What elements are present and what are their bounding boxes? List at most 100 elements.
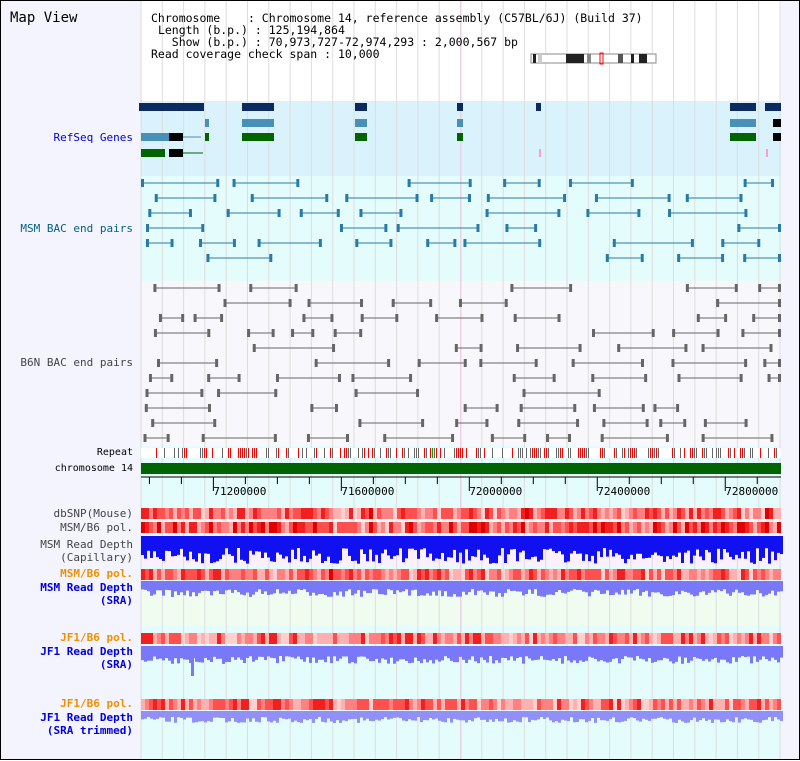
msm-cap-depth-bar (399, 536, 402, 549)
jf1-trim-depth-bar (264, 711, 267, 718)
jf1-trim-depth-bar (384, 711, 387, 718)
jf1-sra-depth-bar (282, 646, 285, 662)
msm-cap-depth-bar (762, 536, 765, 558)
msm-cap-depth-bar (402, 536, 405, 563)
dbsnp-cell (745, 508, 749, 519)
jf1-pol-cell (341, 633, 345, 644)
b6n-bac-pair-end (778, 314, 781, 322)
msm-pol2-cell (605, 569, 609, 580)
jf1-trim-depth-bar (744, 711, 747, 719)
msm-pol2-cell (737, 569, 741, 580)
msm-bac-pair-end (232, 239, 236, 247)
b6n-bac-pair-end (744, 359, 748, 367)
jf1-pol-cell (425, 633, 429, 644)
jf1-pol2-cell (445, 699, 449, 710)
msm-cap-depth-bar (522, 536, 525, 551)
jf1-trim-depth-bar (465, 711, 468, 723)
repeat-mark (324, 448, 325, 458)
msm-pol-cell (693, 522, 697, 533)
msm-bac-pair-end (277, 209, 281, 217)
jf1-pol2-cell (449, 699, 453, 710)
dbsnp-cell (677, 508, 681, 519)
msm-sra-depth-bar (591, 581, 594, 592)
jf1-sra-depth-bar (267, 646, 270, 657)
msm-pol2-cell (413, 569, 417, 580)
msm-cap-depth-bar (468, 536, 471, 561)
repeat-mark (386, 448, 387, 458)
msm-pol-cell (301, 522, 305, 533)
repeat-mark (604, 448, 605, 458)
jf1-sra-depth-bar (426, 646, 429, 663)
jf1-trim-depth-bar (726, 711, 729, 720)
jf1-pol-cell (325, 633, 329, 644)
msm-pol2-cell (625, 569, 629, 580)
msm-cap-depth-bar (564, 536, 567, 563)
b6n-bac-pair-end (249, 284, 253, 292)
jf1-pol2-cell (549, 699, 553, 710)
msm-sra-depth-bar (345, 581, 348, 592)
jf1-pol-cell (281, 633, 285, 644)
msm-sra-depth-bar (642, 581, 645, 593)
repeat-mark (580, 448, 581, 458)
msm-pol2-cell (321, 569, 325, 580)
jf1-pol-cell (265, 633, 269, 644)
jf1-sra-depth-bar (612, 646, 615, 659)
b6n-bac-pair-end (275, 374, 279, 382)
jf1-trim-depth-bar (495, 711, 498, 719)
jf1-pol2-cell (577, 699, 581, 710)
dbsnp-cell (337, 508, 341, 519)
msm-sra-depth-bar (312, 581, 315, 593)
jf1-trim-depth-bar (186, 711, 189, 718)
track-label-refseq[interactable]: RefSeq Genes (53, 131, 133, 144)
msm-pol2-cell (281, 569, 285, 580)
msm-cap-depth-bar (603, 536, 606, 549)
jf1-trim-depth-bar (564, 711, 567, 721)
msm-cap-depth-bar (414, 536, 417, 551)
repeat-mark (202, 448, 203, 458)
msm-pol2-cell (289, 569, 293, 580)
jf1-trim-depth-bar (753, 711, 756, 722)
jf1-trim-depth-bar (477, 711, 480, 718)
jf1-sra-depth-bar (318, 646, 321, 660)
msm-sra-depth-bar (162, 581, 165, 596)
msm-pol-cell (645, 522, 649, 533)
jf1-trim-depth-bar (645, 711, 648, 720)
repeat-mark (600, 448, 601, 458)
msm-bac-pair-end (503, 179, 507, 187)
msm-pol2-cell (469, 569, 473, 580)
msm-cap-depth-bar (234, 536, 237, 563)
jf1-sra-depth-bar (276, 646, 279, 664)
msm-sra-depth-bar (318, 581, 321, 595)
b6n-bac-pair-end (148, 374, 152, 382)
dbsnp-cell (409, 508, 413, 519)
msm-pol2-cell (505, 569, 509, 580)
msm-pol2-cell (345, 569, 349, 580)
jf1-sra-depth-bar (576, 646, 579, 664)
msm-pol-cell (393, 522, 397, 533)
b6n-bac-pair-end (770, 434, 774, 442)
jf1-trim-depth-bar (204, 711, 207, 723)
msm-cap-depth-bar (693, 536, 696, 556)
dbsnp-cell (389, 508, 393, 519)
jf1-pol2-cell (665, 699, 669, 710)
msm-bac-pair-end (476, 224, 480, 232)
msm-pol2-cell (477, 569, 481, 580)
msm-cap-depth-bar (225, 536, 228, 549)
dbsnp-cell (505, 508, 509, 519)
msm-cap-depth-bar (156, 536, 159, 558)
jf1-pol2-cell (457, 699, 461, 710)
msm-cap-depth-bar (249, 536, 252, 551)
jf1-sra-depth-bar (393, 646, 396, 664)
b6n-bac-pair-end (387, 359, 391, 367)
jf1-pol2-cell (341, 699, 345, 710)
jf1-sra-depth-bar (480, 646, 483, 658)
msm-pol2-cell (725, 569, 729, 580)
dbsnp-cell (413, 508, 417, 519)
dbsnp-cell (629, 508, 633, 519)
msm-sra-depth-bar (228, 581, 231, 590)
msm-pol-cell (593, 522, 597, 533)
jf1-trim-depth-bar (252, 711, 255, 719)
msm-sra-depth-bar (189, 581, 192, 597)
msm-pol2-cell (409, 569, 413, 580)
msm-sra-depth-bar (195, 581, 198, 597)
